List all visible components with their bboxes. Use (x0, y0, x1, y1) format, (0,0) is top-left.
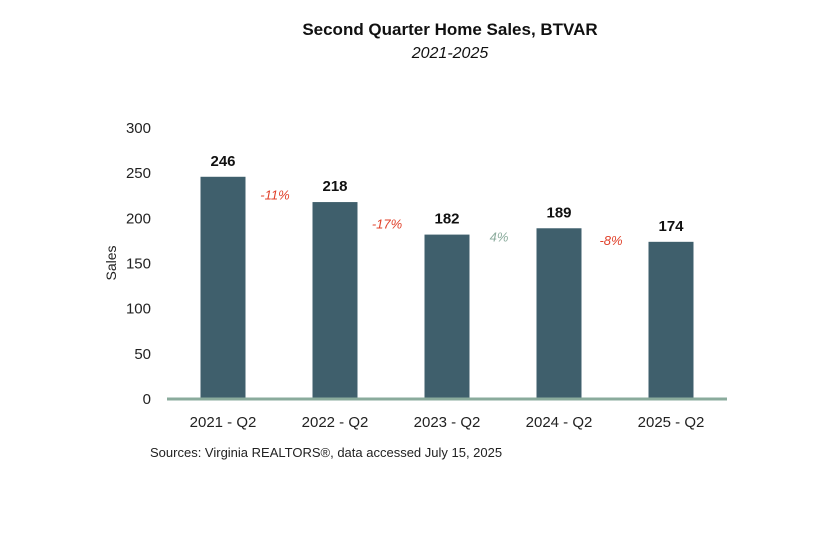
x-category-label: 2024 - Q2 (526, 414, 593, 431)
percent-change-label: -8% (599, 233, 622, 248)
y-axis-ticks: 0 50 100 150 200 250 300 (126, 120, 151, 408)
y-tick-label: 0 (143, 391, 151, 408)
x-category-label: 2022 - Q2 (302, 414, 369, 431)
bar-value-label: 189 (546, 204, 571, 221)
bar (648, 241, 694, 399)
y-tick-label: 50 (134, 346, 151, 363)
source-note: Sources: Virginia REALTORS®, data access… (150, 445, 503, 460)
chart-subtitle: 2021-2025 (411, 45, 489, 62)
y-tick-label: 200 (126, 210, 151, 227)
y-axis-title: Sales (103, 245, 119, 280)
bars (200, 176, 694, 399)
bar-value-label: 174 (658, 218, 684, 235)
x-category-label: 2025 - Q2 (638, 414, 705, 431)
bar (536, 228, 582, 399)
bar-value-label: 182 (434, 211, 459, 228)
x-category-label: 2021 - Q2 (190, 414, 257, 431)
category-labels: 2021 - Q2 2022 - Q2 2023 - Q2 2024 - Q2 2025… (190, 414, 705, 431)
x-category-label: 2023 - Q2 (414, 414, 481, 431)
percent-change-label: 4% (490, 229, 509, 244)
bar (200, 176, 246, 399)
bar-value-label: 246 (210, 153, 235, 170)
chart-title: Second Quarter Home Sales, BTVAR (302, 20, 598, 39)
percent-change-label: -11% (260, 187, 289, 202)
y-tick-label: 150 (126, 256, 151, 273)
value-labels: 246 218 182 189 174 (210, 153, 684, 235)
percent-change-label: -17% (372, 216, 402, 231)
y-tick-label: 100 (126, 301, 151, 318)
bar (312, 202, 358, 399)
change-labels: -11% -17% 4% -8% (260, 187, 622, 248)
bar (424, 234, 470, 399)
y-tick-label: 250 (126, 165, 151, 182)
bar-value-label: 218 (322, 178, 347, 195)
y-tick-label: 300 (126, 120, 151, 137)
